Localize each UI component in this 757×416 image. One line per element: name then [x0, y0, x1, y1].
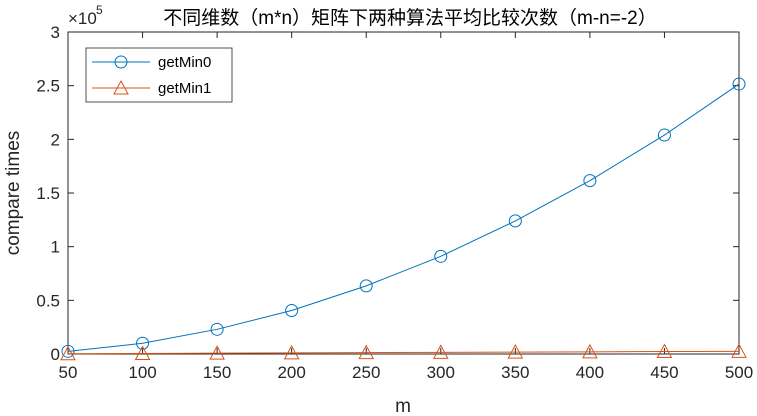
y-tick-label: 1 [51, 238, 60, 257]
x-tick-label: 400 [576, 363, 604, 382]
legend-label-getmin0: getMin0 [158, 54, 211, 71]
x-tick-label: 200 [277, 363, 305, 382]
data-point-getmin0 [583, 174, 597, 188]
data-point-getmin0 [508, 214, 522, 228]
y-tick-label: 2 [51, 130, 60, 149]
data-point-getmin1 [432, 344, 449, 359]
data-point-getmin1 [582, 343, 598, 359]
y-tick-label: 1.5 [36, 184, 60, 203]
x-axis-label: m [395, 396, 411, 416]
data-point-getmin0 [359, 279, 373, 293]
data-point-getmin0 [210, 322, 224, 336]
data-point-getmin1 [134, 345, 151, 360]
y-exponent-base: ×10 [68, 9, 97, 28]
data-point-getmin1 [358, 344, 375, 360]
data-point-getmin1 [507, 344, 524, 359]
y-tick-label: 3 [51, 23, 60, 42]
y-axis-label: compare times [3, 131, 24, 256]
x-tick-label: 300 [427, 363, 455, 382]
data-point-getmin0 [285, 304, 299, 318]
x-tick-label: 150 [203, 363, 231, 382]
series-line-getmin0 [67, 83, 740, 352]
x-tick-label: 250 [352, 363, 380, 382]
data-point-getmin0 [434, 249, 448, 263]
y-tick-label: 0 [51, 345, 60, 364]
y-tick-label: 2.5 [36, 77, 60, 96]
data-point-getmin1 [209, 345, 225, 360]
legend: getMin0 getMin1 [85, 47, 233, 103]
x-tick-label: 50 [59, 363, 78, 382]
data-point-getmin1 [283, 344, 300, 360]
data-point-getmin1 [731, 343, 747, 358]
data-point-getmin0 [61, 344, 75, 358]
y-exponent-power: 5 [96, 3, 103, 17]
data-point-getmin1 [60, 345, 76, 361]
x-axis-ticks: 50 100 150 200 250 300 350 400 450 500 [59, 32, 753, 382]
x-tick-label: 500 [725, 363, 753, 382]
series-line-getmin1 [67, 350, 740, 355]
data-point-getmin0 [657, 128, 671, 142]
y-tick-label: 0.5 [36, 291, 60, 310]
legend-marker-getmin0 [114, 55, 128, 69]
data-point-getmin1 [656, 343, 673, 359]
x-tick-label: 450 [650, 363, 678, 382]
legend-box [85, 47, 233, 103]
series-layer [60, 77, 747, 361]
data-point-getmin0 [136, 336, 150, 350]
chart-title: 不同维数（m*n）矩阵下两种算法平均比较次数（m-n=-2） [163, 7, 657, 29]
legend-label-getmin1: getMin1 [158, 80, 211, 97]
x-tick-label: 350 [501, 363, 529, 382]
x-tick-label: 100 [128, 363, 156, 382]
data-point-getmin0 [732, 77, 746, 91]
y-axis-ticks: 0 0.5 1 1.5 2 2.5 3 [36, 23, 739, 364]
legend-marker-getmin1 [113, 79, 129, 95]
